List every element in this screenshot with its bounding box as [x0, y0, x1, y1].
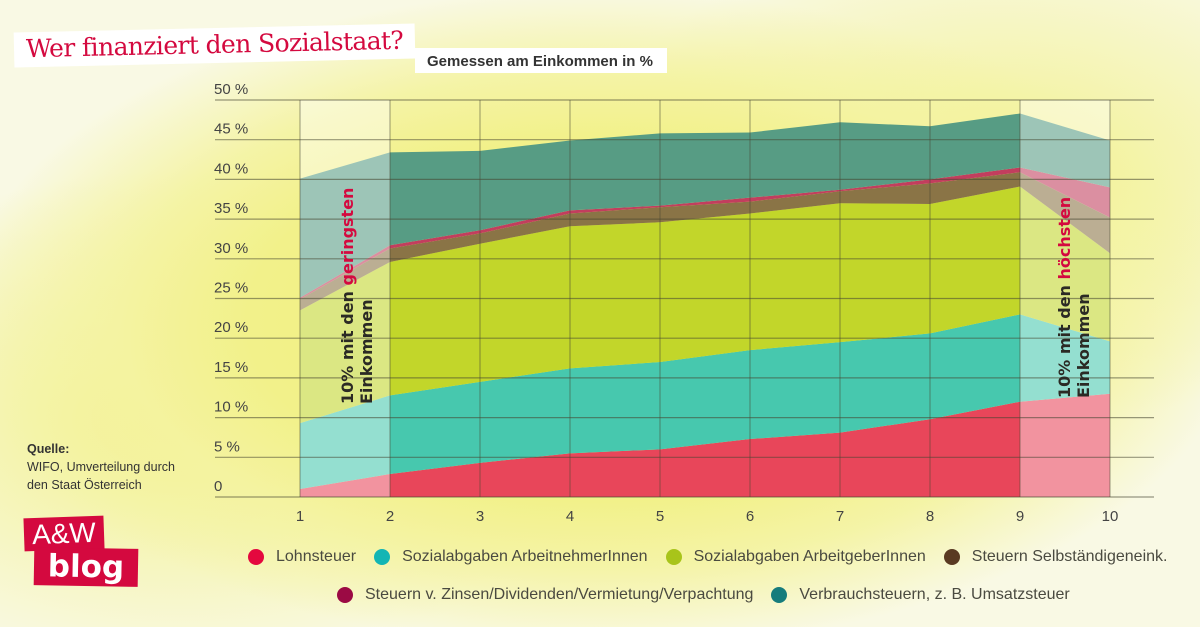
area-series-6 [300, 113, 1110, 298]
area-series-1 [300, 393, 1110, 497]
y-tick-label: 20 % [214, 319, 248, 336]
legend-item-zinsen: Steuern v. Zinsen/Dividenden/Vermietung/… [337, 586, 753, 604]
annotation-low-line2: Einkommen [357, 299, 376, 404]
y-tick-label: 45 % [214, 121, 248, 138]
source-line-2: den Staat Österreich [27, 478, 142, 492]
area-series-4 [300, 172, 1110, 311]
source-label: Quelle: [27, 442, 70, 456]
x-axis-ticks: 1 2 3 4 5 6 7 8 9 10 [296, 508, 1119, 525]
y-tick-label: 15 % [214, 359, 248, 376]
y-tick-label: 10 % [214, 399, 248, 416]
legend-item-lohnsteuer: Lohnsteuer [248, 548, 356, 566]
legend-label: Verbrauchsteuern, z. B. Umsatzsteuer [799, 586, 1070, 603]
legend-dot-icon [248, 549, 264, 565]
area-series-5 [300, 167, 1110, 300]
x-tick-label: 6 [746, 508, 754, 525]
area-series-3 [300, 186, 1110, 424]
legend-item-selbstaendige: Steuern Selbständigeneink. [943, 548, 1168, 566]
annotation-high-income: 10% mit den höchsten Einkommen [1055, 191, 1093, 398]
legend-label: Lohnsteuer [276, 548, 357, 565]
x-tick-label: 9 [1016, 508, 1024, 525]
legend-item-sozialabgaben-an: Sozialabgaben ArbeitnehmerInnen [374, 548, 648, 566]
annotation-high-line2: Einkommen [1074, 293, 1093, 398]
legend-row-2: Steuern v. Zinsen/Dividenden/Vermietung/… [337, 586, 1088, 604]
x-tick-label: 4 [566, 508, 574, 525]
source-line-1: WIFO, Umverteilung durch [27, 460, 175, 474]
area-layer [300, 113, 1110, 497]
x-tick-label: 7 [836, 508, 844, 525]
area-series-2 [300, 314, 1110, 490]
legend-item-sozialabgaben-ag: Sozialabgaben ArbeitgeberInnen [665, 548, 926, 566]
annotation-low-income: 10% mit den geringsten Einkommen [338, 182, 376, 404]
annotation-high-highlight: höchsten [1055, 197, 1074, 280]
x-tick-label: 1 [296, 508, 304, 525]
x-tick-label: 10 [1102, 508, 1119, 525]
y-tick-label: 25 % [214, 280, 248, 297]
y-tick-label: 35 % [214, 200, 248, 217]
legend-dot-icon [374, 549, 391, 565]
legend-dot-icon [337, 587, 353, 603]
source-note: Quelle: WIFO, Umverteilung durch den Sta… [27, 440, 175, 494]
legend-row-1: Lohnsteuer Sozialabgaben ArbeitnehmerInn… [248, 548, 1185, 566]
legend-dot-icon [943, 549, 960, 565]
legend-dot-icon [771, 587, 788, 603]
y-axis-ticks: 0 5 % 10 % 15 % 20 % 25 % 30 % 35 % 40 % 45 % 50 % [214, 81, 248, 495]
annotation-low-highlight: geringsten [338, 188, 357, 286]
legend-item-verbrauchsteuern: Verbrauchsteuern, z. B. Umsatzsteuer [771, 586, 1070, 604]
annotation-high-prefix: 10% mit den [1055, 279, 1074, 398]
x-tick-label: 2 [386, 508, 394, 525]
legend-label: Steuern v. Zinsen/Dividenden/Vermietung/… [365, 586, 754, 603]
y-tick-label: 50 % [214, 81, 248, 98]
x-tick-label: 5 [656, 508, 664, 525]
legend-label: Steuern Selbständigeneink. [971, 548, 1168, 565]
legend-dot-icon [665, 549, 682, 565]
x-tick-label: 3 [476, 508, 484, 525]
chart-subtitle: Gemessen am Einkommen in % [427, 53, 653, 70]
subtitle-banner: Gemessen am Einkommen in % [415, 48, 667, 73]
x-tick-label: 8 [926, 508, 934, 525]
y-tick-label: 5 % [214, 438, 240, 455]
grid-layer [215, 99, 1154, 498]
annotation-low-prefix: 10% mit den [338, 285, 357, 404]
y-tick-label: 30 % [214, 240, 248, 257]
logo-text-aw: A&W [23, 515, 105, 552]
legend-label: Sozialabgaben ArbeitnehmerInnen [402, 548, 648, 565]
y-tick-label: 40 % [214, 160, 248, 177]
aw-blog-logo[interactable]: A&W blog [23, 515, 139, 587]
legend-label: Sozialabgaben ArbeitgeberInnen [693, 548, 926, 565]
logo-text-blog: blog [33, 547, 139, 587]
y-tick-label: 0 [214, 478, 222, 495]
